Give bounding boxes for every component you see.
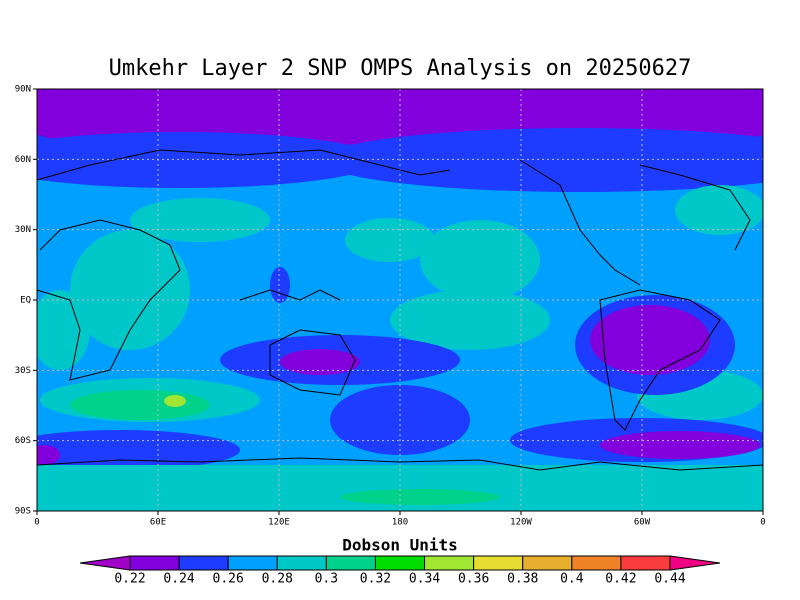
lon-label: 120W [510,518,532,528]
lat-label: 30N [15,225,31,235]
field-region [37,430,240,470]
field-region [675,185,763,235]
lat-label: 30S [15,366,31,376]
lon-label: 0 [34,518,39,528]
field-region [70,390,210,420]
lat-label: 60S [15,436,31,446]
lat-label: 90S [15,507,31,517]
colorbar-label: 0.3 [315,572,338,587]
lon-label: 60E [150,518,166,528]
field-region [37,132,380,188]
colorbar-box [424,555,475,571]
ozone-field [37,89,763,511]
field-region [37,290,90,370]
coastline [519,159,641,286]
coastline [36,219,181,381]
colorbar-box [325,555,376,571]
colorbar-over [669,555,721,571]
colorbar-label: 0.22 [114,572,145,587]
colorbar-label: 0.36 [458,572,489,587]
field-region [270,267,290,303]
colorbar-label: 0.42 [605,572,636,587]
coastline [36,149,451,181]
field-region [280,349,360,375]
colorbar-label: 0.4 [560,572,584,587]
colorbar-label: 0.32 [360,572,391,587]
field-region [390,290,550,350]
colorbar-label: 0.44 [654,572,685,587]
colorbar-box [571,555,622,571]
coastline [239,289,341,301]
coastline [599,289,721,431]
coastline [269,329,356,396]
colorbar-box [473,555,524,571]
map-title: Umkehr Layer 2 SNP OMPS Analysis on 2025… [109,56,692,81]
colorbar-label: 0.28 [262,572,293,587]
colorbar-box [620,555,671,571]
lon-label: 60W [634,518,651,528]
colorbar-box [522,555,573,571]
colorbar-label: 0.34 [409,572,440,587]
field-region [37,89,230,145]
colorbar-label: 0.38 [507,572,538,587]
field-region [340,489,500,505]
field-region [130,198,270,242]
colorbar-box [374,555,426,571]
lon-label: 120E [268,518,290,528]
colorbar: 0.22 0.24 0.26 0.28 0.3 0.32 0.34 0.36 0.38 0.4 0.… [79,555,721,587]
colorbar-under [79,555,131,571]
colorbar-box [178,555,229,571]
colorbar-box [276,555,327,571]
field-region [320,128,763,192]
lat-label: EQ [20,296,31,306]
lat-label: 60N [15,155,31,165]
lon-label: 0 [760,518,765,528]
field-region [420,220,540,300]
coastline [36,457,764,471]
colorbar-title: Dobson Units [342,536,458,555]
field-region [590,305,710,375]
colorbar-label: 0.24 [163,572,194,587]
colorbar-label: 0.26 [213,572,244,587]
field-region [345,218,435,262]
colorbar-box [227,555,278,571]
plot-frame [36,88,764,512]
colorbar-box [129,555,180,571]
field-region [164,395,186,407]
lat-label: 90N [15,85,31,95]
field-region [600,431,760,459]
lon-label: 180 [392,518,408,528]
field-region [70,230,190,350]
field-region [37,445,60,465]
coastline [639,164,751,251]
